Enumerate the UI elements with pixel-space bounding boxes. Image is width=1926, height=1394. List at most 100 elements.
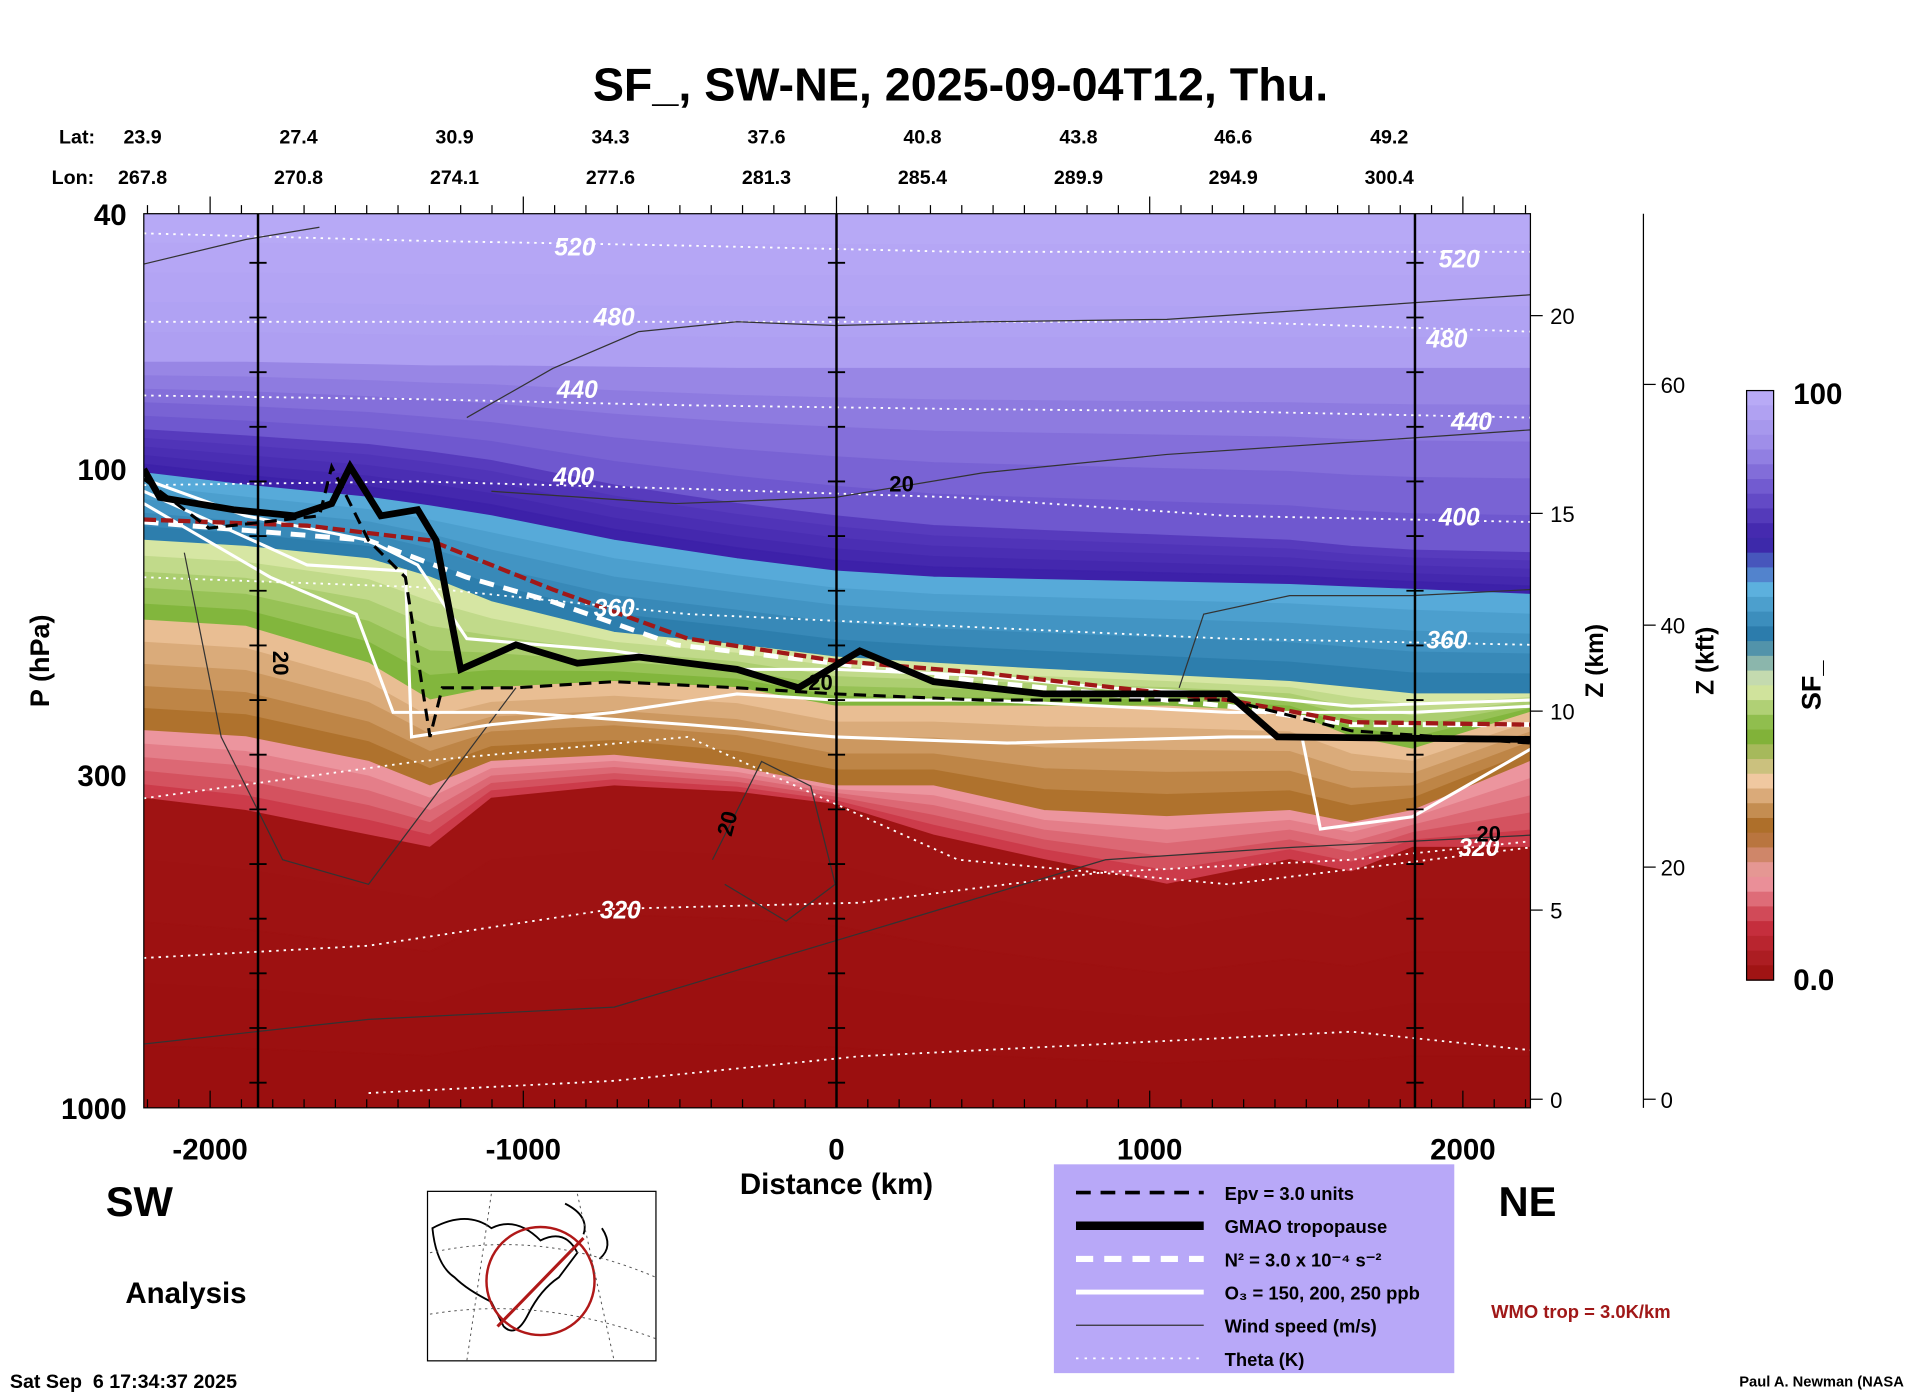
colorbar-swatch — [1746, 655, 1774, 672]
colorbar-swatch — [1746, 700, 1774, 716]
colorbar-swatch — [1746, 552, 1774, 569]
lon-value: 267.8 — [118, 167, 167, 189]
colorbar-swatch — [1746, 921, 1774, 937]
z-km-tick-label: 5 — [1550, 899, 1562, 924]
theta-label: 360 — [1426, 627, 1467, 654]
colorbar-swatch — [1746, 759, 1774, 775]
wind-label: 20 — [1476, 821, 1501, 846]
lat-label: Lat: — [59, 127, 95, 149]
colorbar-swatch — [1746, 449, 1774, 465]
wmo-label: WMO trop = 3.0K/km — [1491, 1301, 1671, 1322]
analysis-label: Analysis — [125, 1277, 246, 1310]
colorbar-swatch — [1746, 493, 1774, 510]
wind-contour — [183, 552, 517, 886]
lon-value: 270.8 — [274, 167, 323, 189]
theta-label: 440 — [1450, 409, 1492, 436]
y-tick-label: 100 — [77, 454, 126, 487]
theta-label: 480 — [593, 304, 635, 331]
overlay-contours — [143, 213, 1531, 1108]
x-tick-label: 2000 — [1430, 1133, 1496, 1166]
colorbar-swatch — [1746, 773, 1774, 790]
y-tick-label: 1000 — [61, 1093, 127, 1126]
lon-value: 274.1 — [430, 167, 479, 189]
epv-contour — [143, 462, 1531, 745]
lon-value: 294.9 — [1209, 167, 1258, 189]
z-km-tick-label: 0 — [1550, 1088, 1562, 1113]
colorbar-swatch — [1746, 478, 1774, 495]
lat-value: 37.6 — [747, 127, 785, 149]
colorbar-swatch — [1746, 390, 1774, 406]
colorbar-swatch — [1746, 876, 1774, 893]
colorbar-swatch — [1746, 508, 1774, 524]
colorbar-swatch — [1746, 626, 1774, 642]
wmo-tropopause — [143, 517, 1531, 727]
theta-label: 520 — [554, 234, 595, 261]
colorbar-swatch — [1746, 817, 1774, 834]
colorbar-swatch — [1746, 567, 1774, 583]
lat-lon-header: Lat: Lon: 23.9 27.4 30.9 34.3 37.6 40.8 43.8 46.6… — [52, 127, 1414, 190]
colorbar-max-label: 100 — [1793, 378, 1842, 411]
legend-label: O₃ = 150, 200, 250 ppb — [1225, 1282, 1420, 1303]
colorbar-swatch — [1746, 434, 1774, 451]
lat-value: 30.9 — [435, 127, 473, 149]
wind-label: 20 — [268, 651, 293, 676]
colorbar-swatch — [1746, 641, 1774, 657]
z-km-tick-label: 15 — [1550, 502, 1575, 527]
colorbar-min-label: 0.0 — [1793, 964, 1834, 997]
colorbar-swatch — [1746, 582, 1774, 598]
colorbar-frame — [1745, 389, 1775, 981]
colorbar-swatch — [1746, 744, 1774, 760]
z-kft-tick-label: 0 — [1661, 1088, 1673, 1113]
ne-label: NE — [1498, 1178, 1556, 1225]
z-km-tick-label: 20 — [1550, 304, 1575, 329]
x-tick-label: 1000 — [1117, 1133, 1183, 1166]
y-tick-label: 300 — [77, 760, 126, 793]
colorbar-swatch — [1746, 420, 1774, 436]
gmao-tropopause — [143, 459, 1531, 743]
lat-value: 34.3 — [591, 127, 629, 149]
theta-label: 400 — [1438, 505, 1480, 532]
z-kft-tick-label: 40 — [1661, 614, 1686, 639]
colorbar: 100 0.0 SF_ — [1745, 378, 1842, 997]
legend-label: Theta (K) — [1225, 1349, 1305, 1370]
theta-label: 400 — [552, 464, 594, 491]
colorbar-swatch — [1746, 670, 1774, 686]
colorbar-swatch — [1746, 832, 1774, 849]
wind-contour — [143, 834, 1531, 1045]
z-kft-tick-label: 60 — [1661, 373, 1686, 398]
colorbar-swatch — [1746, 685, 1774, 701]
lat-value: 46.6 — [1214, 127, 1252, 149]
theta-label: 320 — [600, 898, 641, 925]
colorbar-swatch — [1746, 950, 1774, 966]
locator-map — [426, 1190, 657, 1362]
colorbar-swatch — [1746, 862, 1774, 878]
z-km-axis-label: Z (km) — [1582, 624, 1609, 698]
colorbar-swatch — [1746, 788, 1774, 804]
colorbar-swatch — [1746, 906, 1774, 922]
theta-contour — [143, 576, 1531, 646]
author-label: Paul A. Newman (NASA — [1739, 1375, 1904, 1391]
y-axis-label: P (hPa) — [25, 614, 55, 707]
lat-value: 49.2 — [1370, 127, 1408, 149]
theta-label: 440 — [556, 377, 598, 404]
legend: Epv = 3.0 units GMAO tropopause N² = 3.0 x… — [1053, 1164, 1455, 1374]
wind-contour — [143, 226, 320, 265]
wind-label: 20 — [808, 670, 833, 695]
colorbar-swatch — [1746, 891, 1774, 908]
legend-label: Epv = 3.0 units — [1225, 1183, 1354, 1204]
lon-value: 300.4 — [1365, 167, 1414, 189]
theta-contour — [143, 735, 1531, 886]
colorbar-swatch — [1746, 464, 1774, 480]
colorbar-swatch — [1746, 596, 1774, 613]
lat-value: 27.4 — [279, 127, 317, 149]
legend-label: N² = 3.0 x 10⁻⁴ s⁻² — [1225, 1249, 1382, 1270]
sw-label: SW — [106, 1178, 174, 1225]
z-kft-tick-label: 20 — [1661, 856, 1686, 881]
lat-value: 40.8 — [903, 127, 941, 149]
lon-value: 277.6 — [586, 167, 635, 189]
theta-label: 520 — [1439, 247, 1480, 274]
contour-labels: 5204804404003603205204804404003603202020… — [268, 234, 1501, 924]
colorbar-swatch — [1746, 611, 1774, 627]
